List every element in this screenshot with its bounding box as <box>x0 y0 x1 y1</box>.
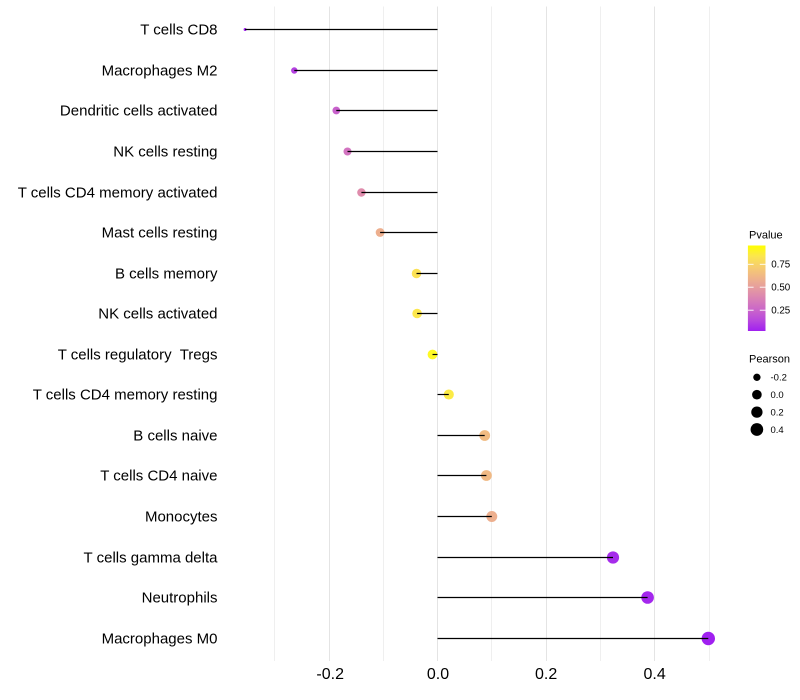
svg-text:B cells memory: B cells memory <box>115 266 218 283</box>
svg-text:0.2: 0.2 <box>771 408 784 419</box>
svg-text:NK cells activated: NK cells activated <box>98 306 217 323</box>
svg-text:T cells gamma delta: T cells gamma delta <box>84 550 219 567</box>
svg-text:0.0: 0.0 <box>427 666 449 683</box>
svg-text:0.0: 0.0 <box>771 390 784 401</box>
svg-text:Pvalue: Pvalue <box>749 230 783 242</box>
svg-text:Neutrophils: Neutrophils <box>142 590 218 607</box>
svg-text:-0.2: -0.2 <box>316 666 344 683</box>
svg-text:0.4: 0.4 <box>643 666 665 683</box>
svg-text:Pearson: Pearson <box>749 353 790 365</box>
svg-text:0.4: 0.4 <box>771 425 784 436</box>
svg-text:-0.2: -0.2 <box>771 373 787 384</box>
svg-text:Macrophages M2: Macrophages M2 <box>102 63 218 80</box>
svg-text:B cells naive: B cells naive <box>133 428 217 445</box>
svg-text:0.50: 0.50 <box>771 283 791 294</box>
svg-text:NK cells resting: NK cells resting <box>113 144 217 161</box>
svg-text:Monocytes: Monocytes <box>145 509 218 526</box>
svg-text:T cells CD4 naive: T cells CD4 naive <box>100 468 217 485</box>
svg-text:Mast cells resting: Mast cells resting <box>102 225 218 242</box>
svg-text:T cells CD8: T cells CD8 <box>140 22 217 39</box>
svg-text:T cells CD4 memory activated: T cells CD4 memory activated <box>18 185 218 202</box>
svg-text:Dendritic cells activated: Dendritic cells activated <box>60 103 218 120</box>
svg-text:0.75: 0.75 <box>771 260 791 271</box>
svg-text:0.25: 0.25 <box>771 306 791 317</box>
svg-text:Macrophages M0: Macrophages M0 <box>102 631 218 648</box>
svg-text:T cells regulatory Tregs: T cells regulatory Tregs <box>58 347 218 364</box>
svg-text:0.2: 0.2 <box>535 666 557 683</box>
svg-text:T cells CD4 memory resting: T cells CD4 memory resting <box>33 387 218 404</box>
